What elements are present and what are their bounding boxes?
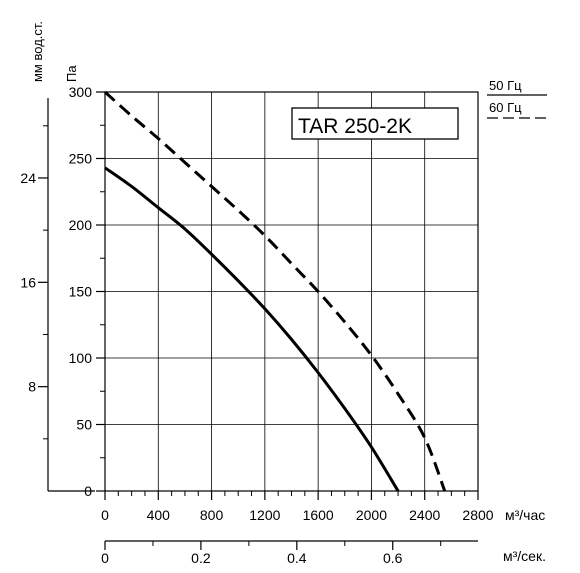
x-primary-tick-label: 2000 xyxy=(356,507,387,523)
y-primary-label: Па xyxy=(64,65,79,82)
grid-lines xyxy=(105,92,478,491)
y-primary-tick-label: 150 xyxy=(69,284,93,300)
y-primary-tick-label: 0 xyxy=(84,483,92,499)
legend: 50 Гц 60 Гц xyxy=(487,78,547,119)
x-primary-tick-label: 2400 xyxy=(409,507,440,523)
x-primary-tick-label: 400 xyxy=(147,507,171,523)
axis-ticks: 0 50 100 150 200 250 300 8 16 24 0 400 800 1200 1600 20… xyxy=(20,84,493,566)
x-secondary-tick-label: 0.4 xyxy=(287,550,307,566)
axes xyxy=(47,91,479,542)
legend-label-50hz: 50 Гц xyxy=(489,78,522,93)
x-primary-label: м³/час xyxy=(505,507,545,523)
y-secondary-tick-label: 24 xyxy=(20,170,36,186)
chart-title: TAR 250-2K xyxy=(298,115,412,138)
y-primary-tick-label: 300 xyxy=(69,84,93,100)
x-secondary-tick-label: 0 xyxy=(101,550,109,566)
legend-label-60hz: 60 Гц xyxy=(489,100,522,115)
y-secondary-tick-label: 16 xyxy=(20,274,36,290)
title-box xyxy=(291,107,459,140)
y-primary-tick-label: 200 xyxy=(69,217,93,233)
y-primary-tick-label: 50 xyxy=(76,417,92,433)
x-secondary-tick-label: 0.6 xyxy=(383,550,403,566)
x-primary-tick-label: 2800 xyxy=(462,507,493,523)
x-primary-tick-label: 1200 xyxy=(249,507,280,523)
y-primary-tick-label: 250 xyxy=(69,151,93,167)
x-primary-tick-label: 0 xyxy=(101,507,109,523)
x-secondary-label: м³/сек. xyxy=(503,548,546,564)
x-primary-tick-label: 1600 xyxy=(303,507,334,523)
y-secondary-label: мм вод.ст. xyxy=(30,21,45,82)
x-secondary-tick-label: 0.2 xyxy=(191,550,211,566)
x-primary-tick-label: 800 xyxy=(200,507,224,523)
y-secondary-tick-label: 8 xyxy=(28,379,36,395)
y-primary-tick-label: 100 xyxy=(69,350,93,366)
series-layer xyxy=(103,90,447,492)
series-line-50hz xyxy=(104,166,400,492)
